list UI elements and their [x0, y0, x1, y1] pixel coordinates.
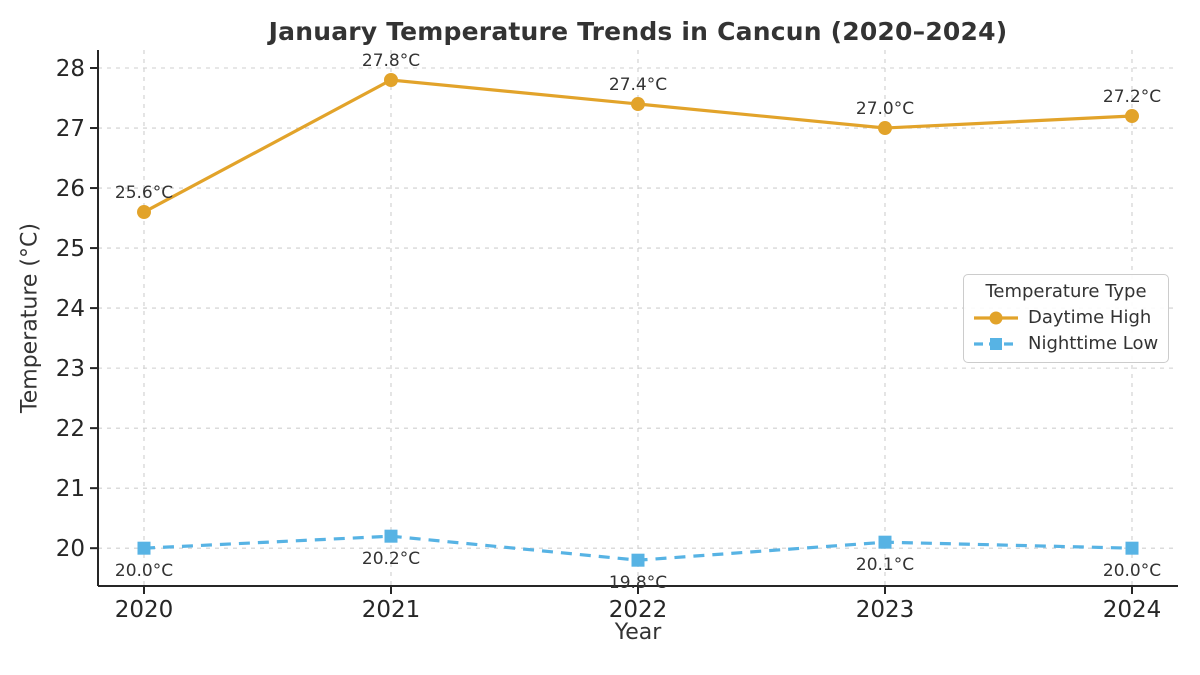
nighttime-low-marker-icon — [974, 337, 1018, 350]
y-tick-label: 28 — [56, 56, 85, 82]
legend-label-daytime-high: Daytime High — [1028, 307, 1152, 328]
x-tick-label: 2021 — [362, 597, 421, 623]
data-point-marker — [878, 121, 892, 136]
x-tick-label: 2022 — [609, 597, 668, 623]
data-point-label: 27.2°C — [1103, 87, 1161, 107]
y-tick-label: 21 — [56, 476, 85, 502]
data-point-label: 27.4°C — [609, 75, 667, 95]
data-point-label: 20.1°C — [856, 555, 914, 575]
legend-title: Temperature Type — [985, 281, 1147, 302]
x-axis-label: Year — [614, 620, 662, 645]
y-tick-label: 20 — [56, 536, 85, 562]
data-point-label: 20.0°C — [1103, 561, 1161, 581]
y-tick-label: 25 — [56, 236, 85, 262]
data-point-marker — [137, 541, 151, 555]
data-point-label: 19.8°C — [609, 573, 667, 593]
legend-item-daytime-high: Daytime High — [973, 307, 1159, 328]
chart-title: January Temperature Trends in Cancun (20… — [268, 17, 1008, 46]
y-tick-label: 26 — [56, 176, 85, 202]
legend-label-nighttime-low: Nighttime Low — [1028, 333, 1159, 354]
data-point-marker — [1125, 109, 1139, 124]
y-tick-label: 23 — [56, 356, 85, 382]
data-point-label: 20.2°C — [362, 549, 420, 569]
x-tick-label: 2024 — [1103, 597, 1162, 623]
data-point-marker — [384, 529, 398, 543]
x-tick-label: 2020 — [115, 597, 174, 623]
data-point-marker — [137, 205, 151, 220]
data-point-label: 27.8°C — [362, 51, 420, 71]
y-tick-label: 27 — [56, 116, 85, 142]
y-tick-label: 24 — [56, 296, 85, 322]
legend-item-nighttime-low: Nighttime Low — [973, 333, 1159, 354]
data-point-marker — [878, 535, 892, 549]
data-point-label: 27.0°C — [856, 99, 914, 119]
data-point-label: 20.0°C — [115, 561, 173, 581]
legend: Temperature Type Daytime High Nighttime … — [963, 274, 1169, 363]
data-point-label: 25.6°C — [115, 183, 173, 203]
y-tick-label: 22 — [56, 416, 85, 442]
x-tick-label: 2023 — [856, 597, 915, 623]
data-point-marker — [1125, 541, 1139, 555]
y-axis-label: Temperature (°C) — [17, 223, 43, 413]
daytime-high-marker-icon — [974, 311, 1018, 324]
data-point-marker — [631, 553, 645, 567]
data-point-marker — [631, 97, 645, 112]
data-point-marker — [384, 73, 398, 88]
